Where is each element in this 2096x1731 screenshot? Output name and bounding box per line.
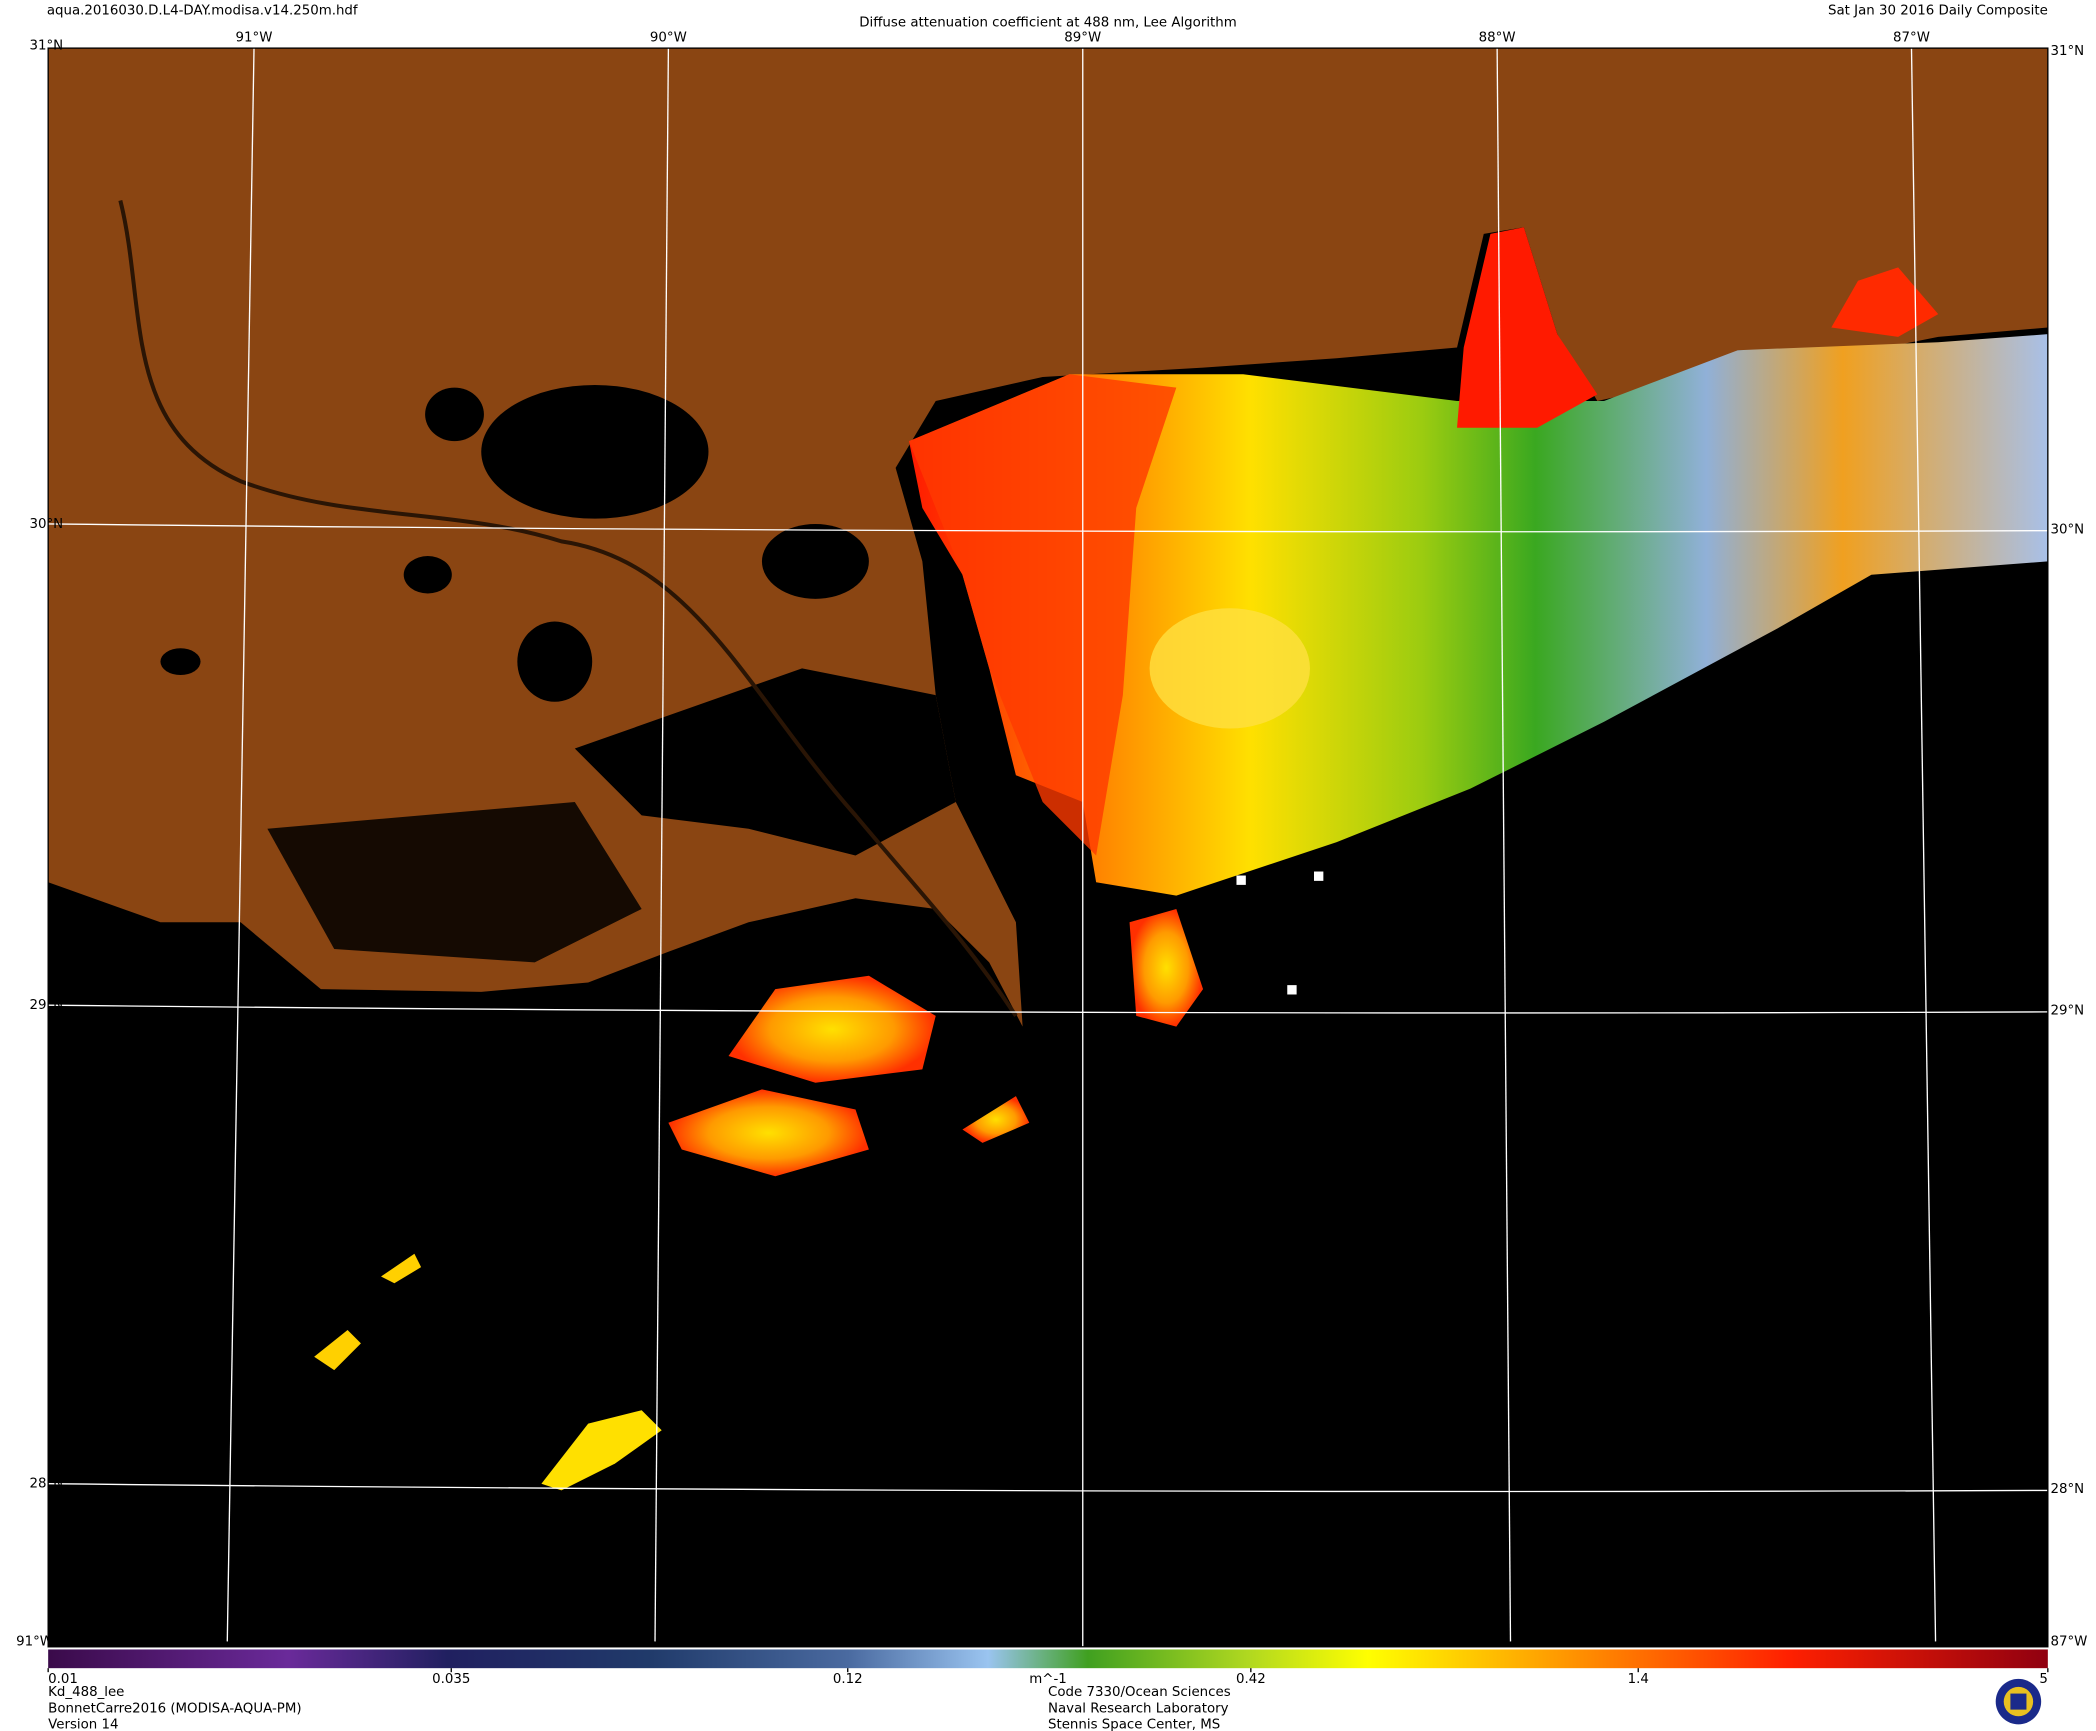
stations	[1236, 871, 1324, 995]
plume-core	[1149, 608, 1310, 729]
lake	[403, 556, 452, 594]
patch	[728, 975, 936, 1083]
date: Sat Jan 30 2016 Daily Composite	[1828, 4, 2048, 19]
filename: aqua.2016030.D.L4-DAY.modisa.v14.250m.hd…	[47, 4, 358, 19]
lake	[160, 648, 201, 676]
patch	[541, 1410, 662, 1491]
lon-label: 88°W	[1479, 30, 1516, 45]
delta-marsh	[574, 668, 956, 856]
lake	[517, 621, 593, 702]
plume-nearshore	[908, 374, 1177, 856]
parallel	[48, 1004, 2048, 1014]
footer-center: Code 7330/Ocean Sciences	[1048, 1685, 1231, 1700]
lat-label: 31°N	[29, 38, 63, 53]
meridian	[1910, 48, 1937, 1642]
colorbar-tick-label: 0.12	[833, 1672, 863, 1687]
patch	[380, 1253, 422, 1284]
lat-label: 28°N	[2051, 1482, 2085, 1497]
colorbar-unit: m^-1	[1029, 1672, 1067, 1687]
footer-left: Kd_488_lee	[48, 1685, 124, 1700]
river	[118, 200, 1018, 1017]
colorbar-tick-label: 0.035	[432, 1672, 470, 1687]
station	[1313, 871, 1324, 881]
colorbar-tick-label: 5	[2039, 1672, 2048, 1687]
frame	[47, 47, 2049, 1648]
logo-shield	[2010, 1693, 2027, 1710]
colorbar-tick-label: 1.4	[1628, 1672, 1649, 1687]
meridian	[226, 48, 255, 1642]
footer-center: Naval Research Laboratory	[1048, 1701, 1229, 1716]
logo	[1995, 1678, 2042, 1725]
lakes	[160, 384, 956, 963]
lon-label: 91°W	[16, 1634, 53, 1649]
patch	[1129, 908, 1204, 1027]
pensacola-bay	[1831, 267, 1939, 337]
lon-label: 90°W	[650, 30, 687, 45]
lon-label: 87°W	[1893, 30, 1930, 45]
footer-left: BonnetCarre2016 (MODISA-AQUA-PM)	[48, 1701, 301, 1716]
plume	[908, 334, 2048, 896]
lat-label: 31°N	[2051, 44, 2085, 59]
station	[1287, 985, 1297, 995]
land	[48, 48, 2048, 1027]
lake-borgne	[761, 523, 869, 599]
lat-label: 30°N	[2051, 522, 2085, 537]
lon-label: 87°W	[2051, 1634, 2088, 1649]
lat-label: 29°N	[2051, 1004, 2085, 1019]
lat-label: 28°N	[29, 1477, 63, 1492]
parallel	[48, 523, 2048, 533]
lat-label: 29°N	[29, 998, 63, 1013]
graticule	[48, 48, 2048, 1647]
footer-center: Stennis Space Center, MS	[1048, 1717, 1220, 1731]
colorbar-tick-label: 0.01	[48, 1672, 78, 1687]
meridian	[654, 48, 670, 1642]
lake	[425, 387, 484, 442]
marsh	[267, 802, 642, 963]
meridian	[1496, 48, 1512, 1642]
footer-left: Version 14	[48, 1717, 118, 1731]
colorbar-tick-label: 0.42	[1236, 1672, 1266, 1687]
lon-label: 91°W	[236, 30, 273, 45]
patch	[962, 1096, 1030, 1143]
lon-label: 89°W	[1064, 30, 1101, 45]
title: Diffuse attenuation coefficient at 488 n…	[859, 16, 1237, 31]
station	[1236, 875, 1246, 885]
mobile-bay	[1457, 227, 1598, 428]
lat-label: 30°N	[29, 517, 63, 532]
patch	[668, 1089, 869, 1177]
parallel	[48, 1483, 2048, 1493]
colorbar	[48, 1649, 2048, 1669]
patch	[314, 1329, 361, 1371]
lake-pontchartrain	[481, 384, 709, 519]
